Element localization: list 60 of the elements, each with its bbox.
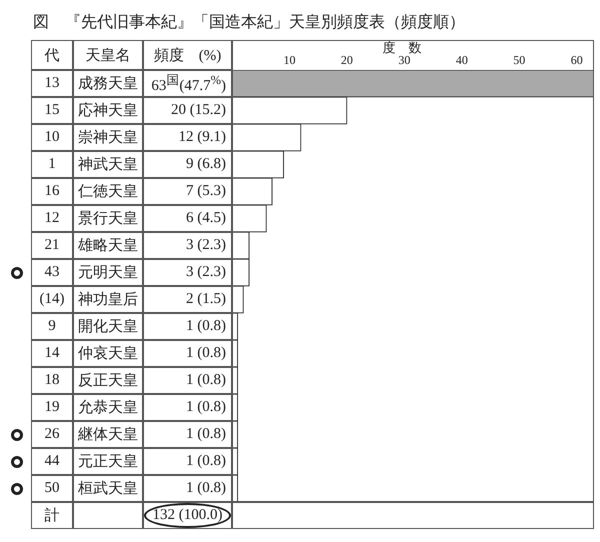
- y2-tick-label: 50: [31, 475, 73, 502]
- y-tick-label: 雄略天皇: [73, 232, 143, 259]
- x-tick-label: 10: [283, 52, 296, 67]
- data-label: 2 (1.5): [186, 291, 226, 308]
- data-label: 1 (0.8): [186, 372, 226, 389]
- data-label: 3 (2.3): [186, 237, 226, 254]
- y2-tick-label: 19: [31, 394, 73, 421]
- y2-tick-label: 1: [31, 151, 73, 178]
- y-tick-label: 桓武天皇: [73, 475, 143, 502]
- text: 頻度 (%): [143, 40, 232, 70]
- y-tick-label: 景行天皇: [73, 205, 143, 232]
- y2-tick-label: (14): [31, 286, 73, 313]
- data-label: 1 (0.8): [186, 399, 226, 416]
- y-tick-label: 開化天皇: [73, 313, 143, 340]
- y-tick-label: 仁徳天皇: [73, 178, 143, 205]
- y2-tick-label: 14: [31, 340, 73, 367]
- y-tick-label: 神功皇后: [73, 286, 143, 313]
- y-tick-label: 反正天皇: [73, 367, 143, 394]
- x-tick-label: 60: [570, 52, 583, 67]
- y2-tick-label: 15: [31, 97, 73, 124]
- data-label: 3 (2.3): [186, 264, 226, 281]
- data-label: 12 (9.1): [178, 129, 226, 146]
- y-tick-label: 崇神天皇: [73, 124, 143, 151]
- data-label: 9 (6.8): [186, 156, 226, 173]
- text: 計: [31, 502, 73, 529]
- data-label: 7 (5.3): [186, 183, 226, 200]
- x-axis-title: 度 数: [382, 40, 422, 55]
- x-tick-label: 30: [398, 52, 410, 67]
- y2-tick-label: 12: [31, 205, 73, 232]
- y2-tick-label: 44: [31, 448, 73, 475]
- y2-tick-label: 13: [31, 70, 73, 97]
- y2-tick-label: 9: [31, 313, 73, 340]
- y-tick-label: 継体天皇: [73, 421, 143, 448]
- y2-tick-label: 21: [31, 232, 73, 259]
- y-tick-label: 元正天皇: [73, 448, 143, 475]
- y-tick-label: 応神天皇: [73, 97, 143, 124]
- y2-tick-label: 18: [31, 367, 73, 394]
- data-label: 6 (4.5): [186, 210, 226, 227]
- x-tick-label: 20: [340, 52, 353, 67]
- data-label: 1 (0.8): [186, 426, 226, 443]
- y-tick-label: 仲哀天皇: [73, 340, 143, 367]
- y-tick-label: 元明天皇: [73, 259, 143, 286]
- y-tick-label: 成務天皇: [73, 70, 143, 97]
- data-label: 1 (0.8): [186, 480, 226, 497]
- y-axis-title: 天皇名: [73, 40, 143, 70]
- y-tick-label: 允恭天皇: [73, 394, 143, 421]
- y2-axis-title: 代: [31, 40, 73, 70]
- y2-tick-label: 26: [31, 421, 73, 448]
- data-label: 1 (0.8): [186, 318, 226, 335]
- data-label: 1 (0.8): [186, 345, 226, 362]
- data-label: 20 (15.2): [171, 102, 226, 119]
- y2-tick-label: 10: [31, 124, 73, 151]
- y-tick-label: 神武天皇: [73, 151, 143, 178]
- data-label: 63$^{国}$(47.7$^{%}$): [151, 72, 226, 95]
- data-label: 1 (0.8): [186, 453, 226, 470]
- y2-tick-label: 16: [31, 178, 73, 205]
- y2-tick-label: 43: [31, 259, 73, 286]
- x-tick-label: 40: [456, 52, 468, 67]
- x-tick-label: 50: [513, 52, 526, 67]
- chart-title: 図 『先代旧事本紀』「国造本紀」天皇別頻度表（頻度順）: [33, 12, 465, 33]
